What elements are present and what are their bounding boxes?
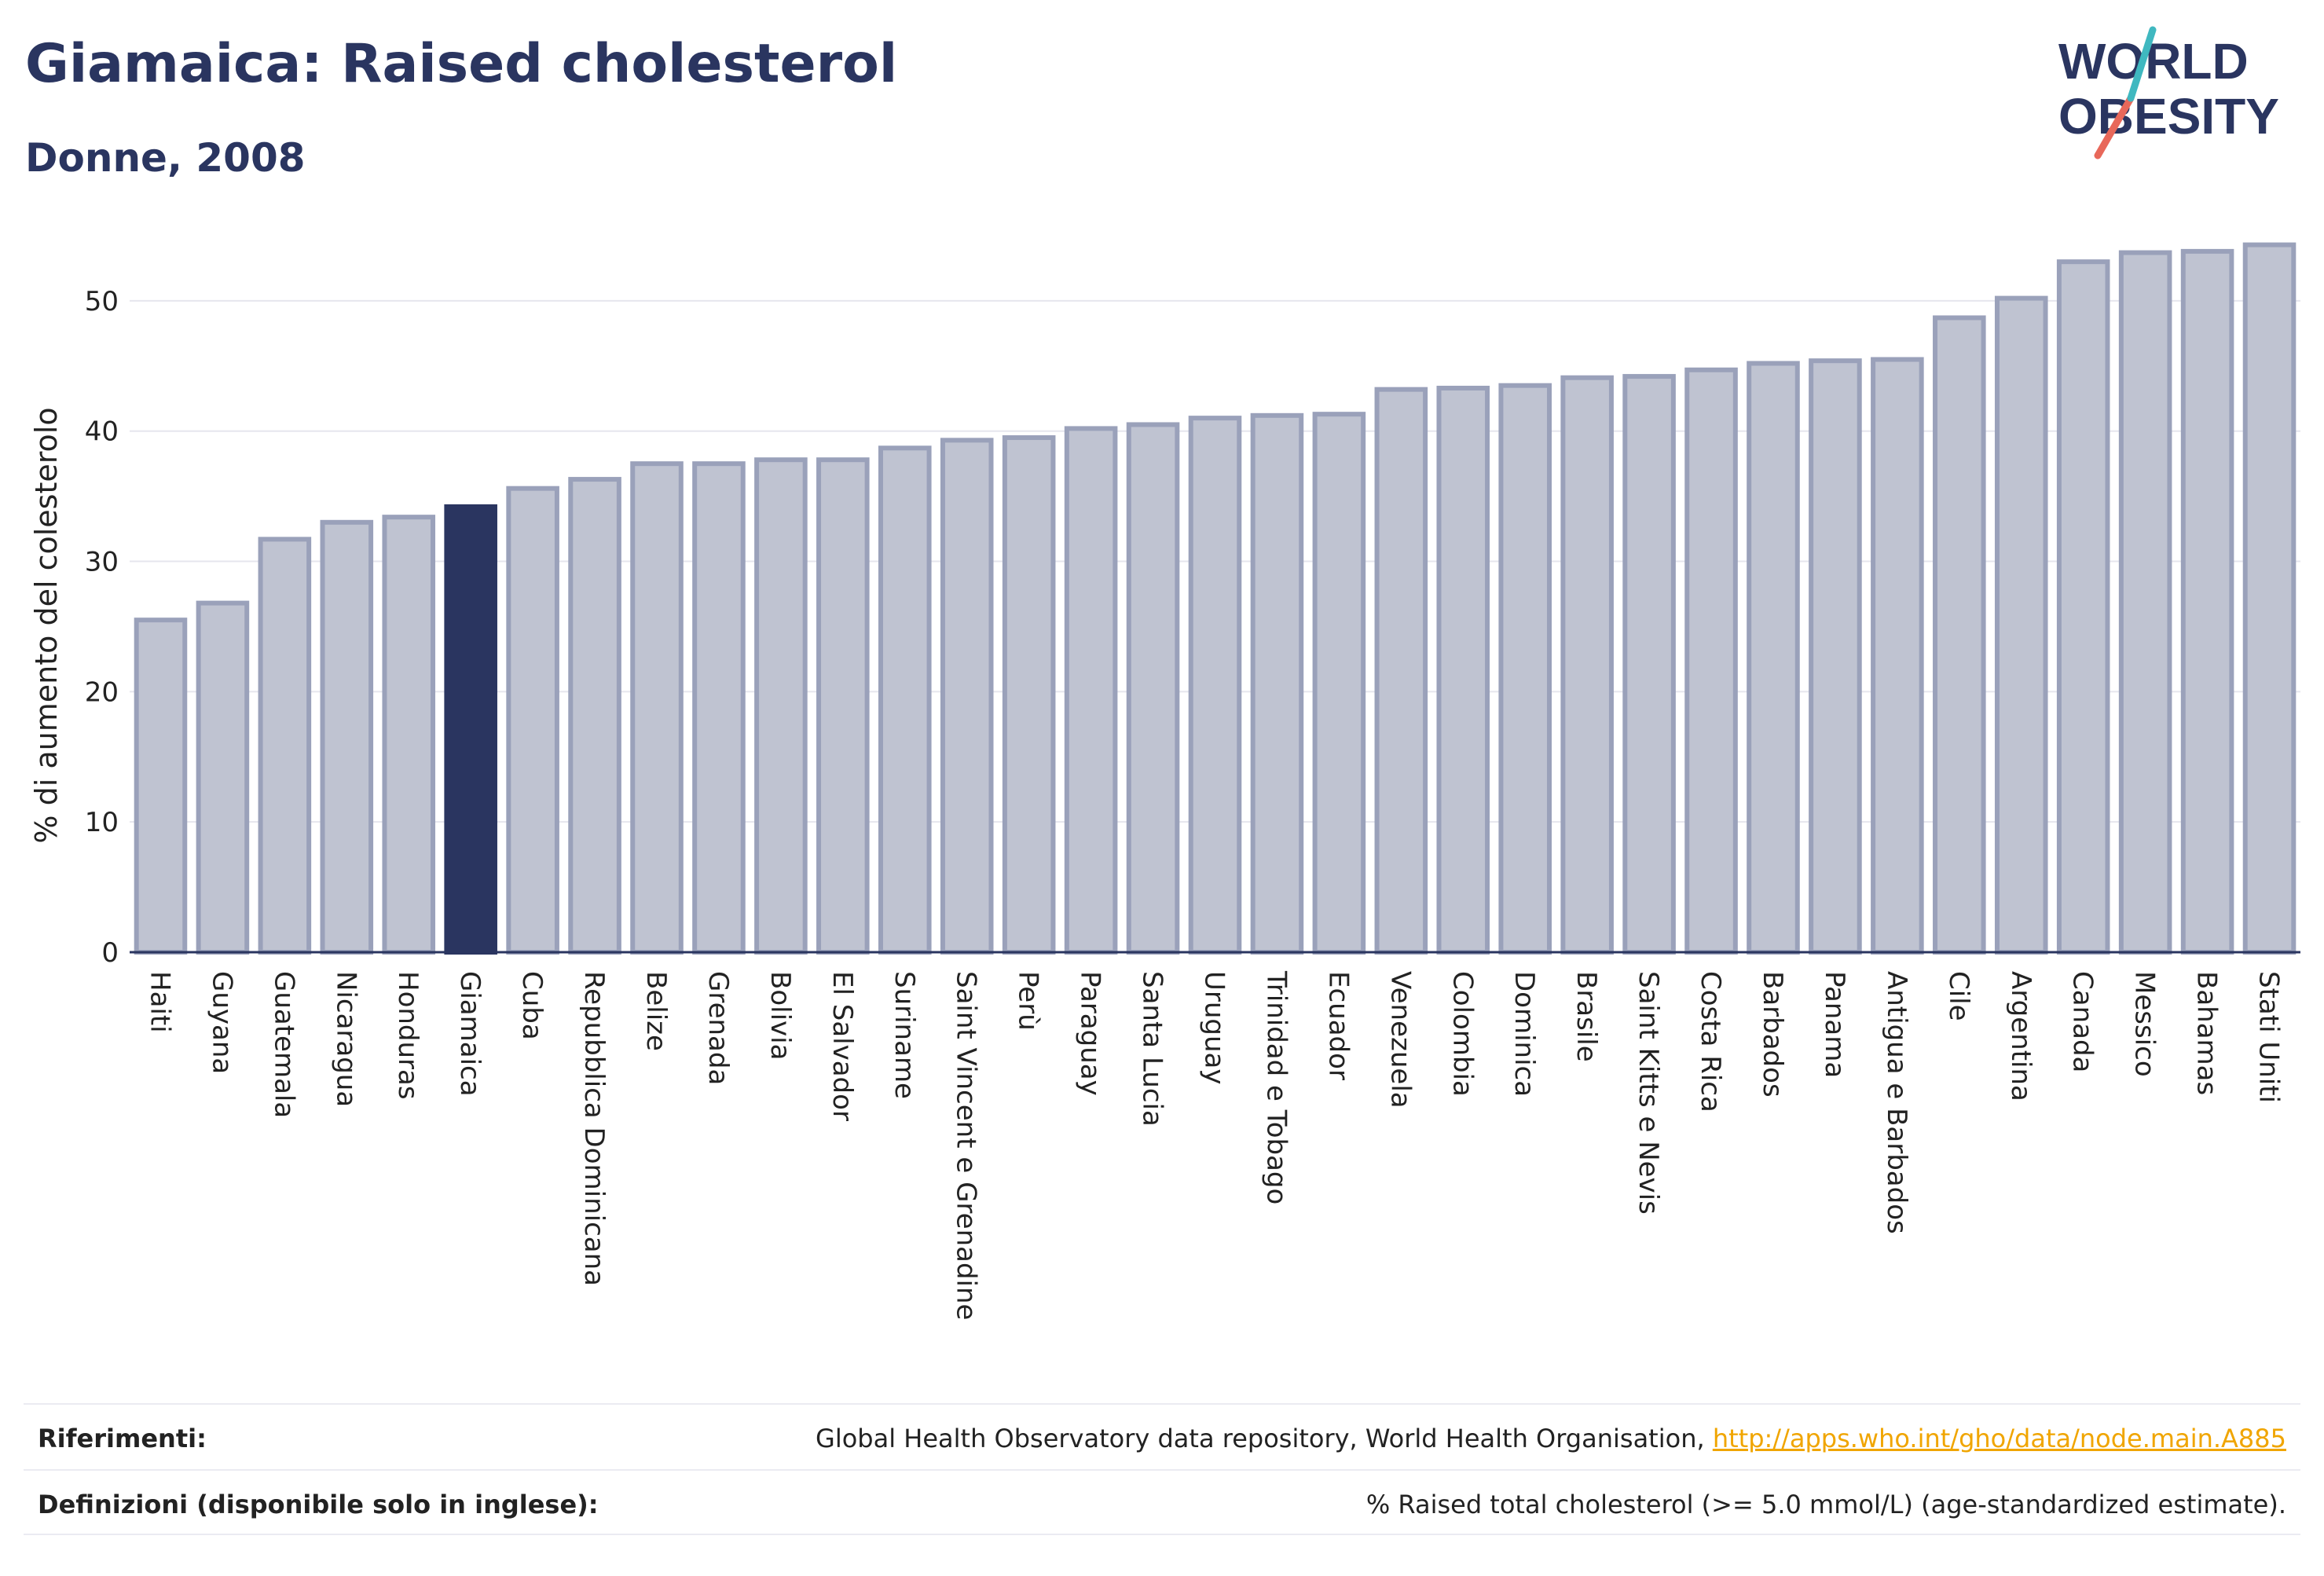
logo-line2: OBESITY bbox=[2058, 88, 2279, 145]
chart-title: Giamaica: Raised cholesterol bbox=[25, 33, 898, 95]
bar bbox=[1994, 295, 2048, 955]
bar bbox=[196, 600, 250, 955]
bar-chart: 0 10 20 30 40 50 % di aumento del colesterolo H… bbox=[29, 242, 2300, 1320]
x-tick-label: Stati Uniti bbox=[2253, 971, 2285, 1103]
x-tick-label: Cile bbox=[1943, 971, 1974, 1021]
bar bbox=[1436, 386, 1490, 955]
x-tick-label: Grenada bbox=[702, 971, 734, 1085]
x-tick-label: Giamaica bbox=[454, 971, 486, 1097]
x-tick-label: Bahamas bbox=[2191, 971, 2223, 1095]
divider-bottom bbox=[24, 1534, 2300, 1535]
references-label: Riferimenti: bbox=[38, 1424, 207, 1453]
bar bbox=[1126, 422, 1180, 955]
y-axis-label: % di aumento del colesterolo bbox=[29, 407, 64, 843]
bar bbox=[1560, 375, 1614, 955]
x-tick-label: Brasile bbox=[1571, 971, 1602, 1062]
x-tick-label: Nicaragua bbox=[330, 971, 361, 1107]
x-tick-label: Bolivia bbox=[764, 971, 796, 1060]
bar bbox=[1374, 387, 1428, 955]
bar bbox=[1002, 435, 1056, 955]
x-tick-label: Canada bbox=[2067, 971, 2099, 1072]
y-tick-label: 30 bbox=[85, 547, 119, 578]
definitions-label: Definizioni (disponibile solo in inglese… bbox=[38, 1490, 599, 1519]
bar bbox=[1933, 315, 1986, 955]
bar bbox=[754, 457, 808, 955]
y-tick-label: 40 bbox=[85, 416, 119, 448]
references-link[interactable]: http://apps.who.int/gho/data/node.main.A… bbox=[1712, 1424, 2286, 1453]
x-tick-label: Dominica bbox=[1508, 971, 1540, 1097]
x-tick-label: Haiti bbox=[144, 971, 175, 1033]
y-tick-label: 10 bbox=[85, 807, 119, 838]
x-tick-label: Santa Lucia bbox=[1137, 971, 1168, 1127]
x-tick-label: Saint Kitts e Nevis bbox=[1633, 971, 1664, 1215]
world-obesity-logo: WORLD OBESITY bbox=[2058, 26, 2279, 159]
bar bbox=[568, 477, 621, 955]
bar bbox=[506, 486, 559, 955]
definitions-value: % Raised total cholesterol (>= 5.0 mmol/… bbox=[1365, 1490, 2286, 1519]
x-tick-label: El Salvador bbox=[827, 971, 858, 1121]
bar bbox=[1747, 361, 1800, 955]
bar bbox=[2056, 259, 2110, 955]
bar bbox=[1064, 426, 1118, 955]
bar bbox=[878, 445, 932, 955]
x-tick-label: Argentina bbox=[2005, 971, 2036, 1101]
x-tick-label: Uruguay bbox=[1199, 971, 1230, 1085]
logo-line1: WORLD bbox=[2058, 33, 2249, 90]
bar bbox=[1684, 367, 1738, 955]
x-tick-label: Colombia bbox=[1446, 971, 1478, 1097]
bar bbox=[1312, 412, 1366, 955]
bar bbox=[134, 618, 188, 955]
x-tick-label: Costa Rica bbox=[1695, 971, 1726, 1112]
y-tick-label: 50 bbox=[85, 286, 119, 317]
divider-top bbox=[24, 1403, 2300, 1405]
bar bbox=[692, 461, 746, 955]
bar bbox=[1250, 412, 1304, 955]
x-tick-label: Repubblica Dominicana bbox=[578, 971, 610, 1286]
x-tick-label: Saint Vincent e Grenadine bbox=[951, 971, 982, 1320]
bar bbox=[320, 519, 374, 955]
x-tick-label: Belize bbox=[640, 971, 672, 1051]
x-tick-label: Perù bbox=[1013, 971, 1044, 1031]
x-tick-label: Venezuela bbox=[1384, 971, 1416, 1109]
bar bbox=[630, 461, 684, 955]
bar bbox=[1871, 357, 1924, 955]
bar bbox=[2180, 248, 2234, 955]
x-tick-label: Guatemala bbox=[268, 971, 299, 1118]
y-tick-label: 0 bbox=[101, 937, 119, 969]
y-tick-label: 20 bbox=[85, 676, 119, 708]
x-tick-label: Ecuador bbox=[1322, 971, 1354, 1080]
x-tick-label: Paraguay bbox=[1075, 971, 1106, 1096]
x-tick-label: Suriname bbox=[889, 971, 920, 1099]
x-tick-label: Messico bbox=[2129, 971, 2161, 1077]
bar bbox=[940, 438, 994, 955]
bar bbox=[1622, 374, 1676, 955]
references-text: Global Health Observatory data repositor… bbox=[816, 1424, 1713, 1453]
x-tick-label: Antigua e Barbados bbox=[1881, 971, 1912, 1234]
bar bbox=[258, 537, 312, 955]
bar bbox=[1188, 416, 1242, 955]
divider-middle bbox=[24, 1469, 2300, 1471]
bar bbox=[816, 457, 870, 955]
x-tick-label: Guyana bbox=[206, 971, 237, 1074]
bar bbox=[1498, 383, 1552, 955]
bar bbox=[2242, 242, 2297, 955]
x-tick-label: Trinidad e Tobago bbox=[1260, 970, 1292, 1204]
x-tick-label: Barbados bbox=[1757, 971, 1788, 1098]
x-tick-label: Honduras bbox=[392, 971, 423, 1100]
bar bbox=[382, 515, 436, 955]
x-tick-label: Cuba bbox=[516, 971, 548, 1040]
chart-subtitle: Donne, 2008 bbox=[25, 135, 306, 181]
x-tick-label: Panama bbox=[1819, 971, 1850, 1078]
bar bbox=[444, 504, 497, 955]
references-value: Global Health Observatory data repositor… bbox=[816, 1424, 2286, 1453]
bar bbox=[2118, 250, 2172, 955]
bar bbox=[1809, 358, 1862, 955]
